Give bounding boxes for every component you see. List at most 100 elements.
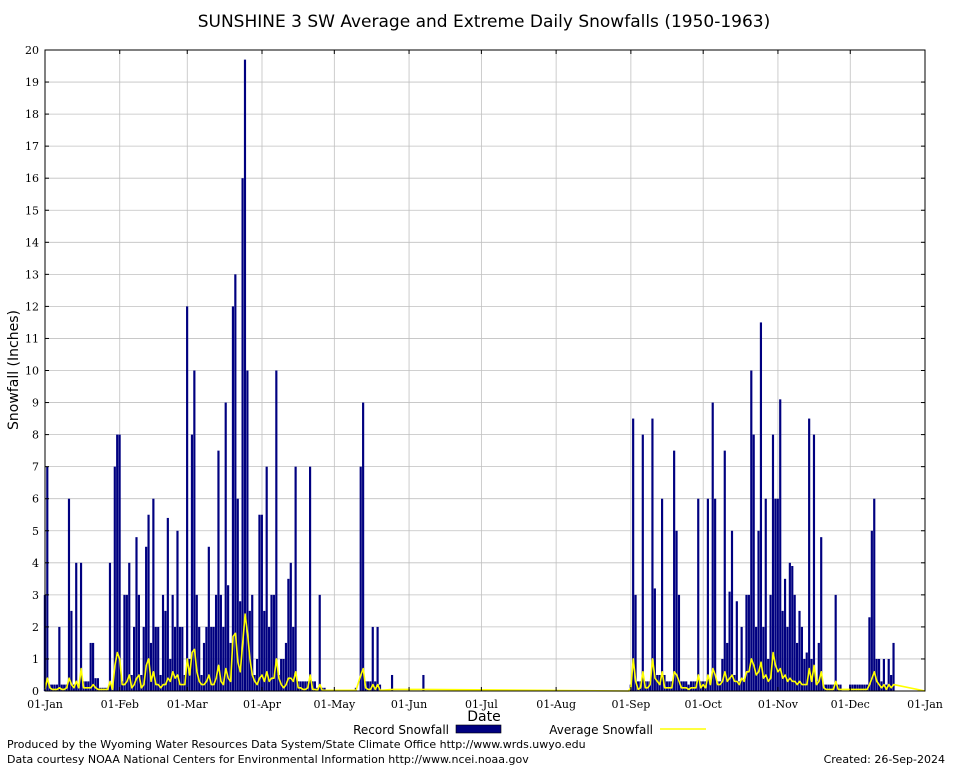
record-bar xyxy=(75,562,78,691)
y-tick-label: 9 xyxy=(32,397,39,410)
record-bar xyxy=(173,626,177,691)
record-bar xyxy=(224,402,227,691)
record-bar xyxy=(258,514,261,691)
record-bar xyxy=(231,306,235,691)
record-bar xyxy=(759,322,763,691)
record-bar xyxy=(851,684,854,691)
record-bar xyxy=(280,658,283,691)
record-bar xyxy=(863,684,866,691)
y-tick-label: 11 xyxy=(25,332,39,345)
record-bar xyxy=(287,578,290,691)
record-bar xyxy=(632,418,635,691)
record-bar xyxy=(890,674,893,691)
x-tick-label: 01-Sep xyxy=(611,698,650,711)
record-bar xyxy=(161,594,165,691)
record-bar xyxy=(265,466,268,691)
record-bar xyxy=(781,610,784,692)
record-bar xyxy=(87,681,90,691)
record-bar xyxy=(796,642,799,691)
record-bar xyxy=(166,517,169,691)
y-tick-label: 8 xyxy=(32,429,39,442)
record-bar xyxy=(123,594,126,691)
record-bar xyxy=(376,626,379,691)
record-bar xyxy=(149,642,153,691)
record-bar xyxy=(805,652,808,691)
record-bar xyxy=(202,642,206,691)
x-tick-label: 01-Jan xyxy=(27,698,63,711)
record-bar xyxy=(55,684,59,691)
record-bar xyxy=(309,466,312,691)
y-tick-label: 10 xyxy=(25,365,39,378)
record-bar xyxy=(742,681,746,691)
record-bar xyxy=(58,626,61,691)
record-bar xyxy=(692,681,695,691)
legend-record-label: Record Snowfall xyxy=(353,723,449,737)
record-bar xyxy=(868,617,871,691)
record-bar xyxy=(301,681,304,691)
record-bar xyxy=(53,684,56,691)
record-bar xyxy=(817,642,820,691)
record-bar xyxy=(651,418,654,691)
record-bar xyxy=(205,626,208,691)
record-bar xyxy=(116,434,119,691)
record-bar xyxy=(757,530,760,691)
record-bar xyxy=(661,498,664,691)
record-bar xyxy=(740,626,743,691)
x-axis-label: Date xyxy=(467,709,500,725)
record-bar xyxy=(738,681,741,691)
record-bar xyxy=(217,450,220,692)
legend-average-label: Average Snowfall xyxy=(549,723,653,737)
y-tick-label: 7 xyxy=(32,461,39,474)
record-bar xyxy=(755,626,758,691)
record-bar xyxy=(152,498,155,691)
record-bar xyxy=(824,684,828,691)
record-bar xyxy=(164,610,167,692)
record-bar xyxy=(769,594,772,691)
record-bar xyxy=(359,466,362,691)
record-bar xyxy=(171,594,174,691)
record-bar xyxy=(79,562,83,691)
record-bar xyxy=(716,681,719,691)
record-bar xyxy=(236,498,239,691)
record-bar xyxy=(735,601,738,691)
y-tick-label: 20 xyxy=(25,44,39,57)
record-bar xyxy=(313,681,316,691)
record-bar xyxy=(648,681,652,691)
record-bar xyxy=(665,681,668,691)
record-bar xyxy=(641,434,644,691)
record-bar xyxy=(246,370,249,691)
record-bar xyxy=(108,562,112,691)
record-bar xyxy=(733,674,736,691)
record-bar xyxy=(147,514,150,691)
record-bar xyxy=(709,681,712,691)
record-bar xyxy=(67,498,71,691)
y-tick-label: 17 xyxy=(25,140,39,153)
record-bar xyxy=(820,537,823,691)
y-axis-label: Snowfall (Inches) xyxy=(6,310,22,430)
y-tick-label: 18 xyxy=(25,108,39,121)
record-bar xyxy=(875,658,878,691)
x-tick-label: 01-Mar xyxy=(167,698,209,711)
record-bar xyxy=(677,594,681,691)
x-tick-label: 01-May xyxy=(313,698,356,711)
record-bar xyxy=(284,642,288,691)
record-bar xyxy=(783,578,787,691)
y-tick-label: 16 xyxy=(25,172,39,185)
x-tick-label: 01-Apr xyxy=(243,698,282,711)
record-bar xyxy=(294,466,297,691)
record-bar xyxy=(815,681,818,691)
record-bar xyxy=(728,591,731,691)
record-bar xyxy=(137,594,140,691)
record-bar xyxy=(723,450,726,692)
record-bar xyxy=(791,566,794,691)
record-bar xyxy=(154,626,157,691)
record-bar xyxy=(764,498,767,691)
legend-record-swatch xyxy=(455,724,502,734)
record-bar xyxy=(839,684,842,691)
record-bar xyxy=(282,658,285,691)
record-bar xyxy=(96,678,100,691)
record-bar xyxy=(241,178,244,691)
record-bar xyxy=(834,594,837,691)
chart-title: SUNSHINE 3 SW Average and Extreme Daily … xyxy=(198,12,771,32)
y-tick-label: 6 xyxy=(32,493,39,506)
